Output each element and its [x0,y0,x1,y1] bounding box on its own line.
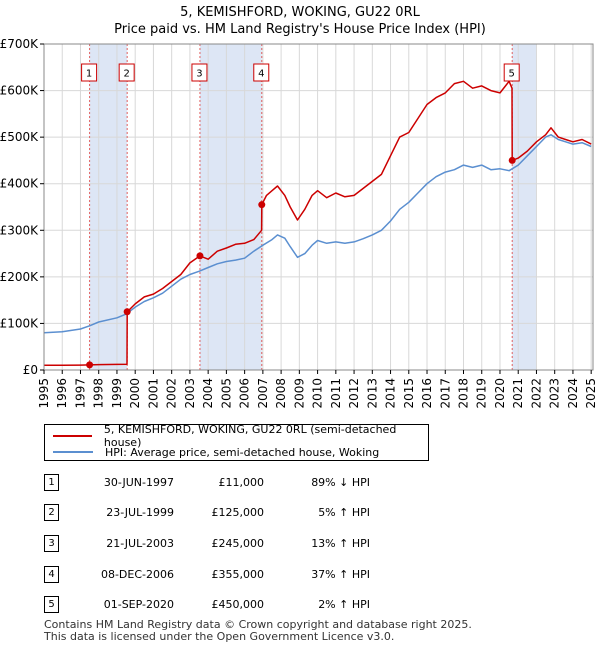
y-tick-label: £100K [0,316,39,330]
legend-swatch-property [53,435,92,437]
chart-title: 5, KEMISHFORD, WOKING, GU22 0RL Price pa… [0,4,600,38]
y-tick-label: £700K [0,37,39,51]
legend-item-hpi: HPI: Average price, semi-detached house,… [53,444,379,460]
x-tick-label: 1995 [37,378,51,409]
y-tick-label: £600K [0,84,39,98]
shaded-period [89,44,128,370]
chart-title-address: 5, KEMISHFORD, WOKING, GU22 0RL [180,5,420,20]
sale-hpi-change: 37% ↑ HPI [311,568,370,581]
sale-label-number: 2 [123,69,129,80]
x-tick-label: 2008 [274,378,288,409]
sale-date: 23-JUL-1999 [106,506,174,519]
x-tick-label: 2023 [548,378,562,409]
sale-number-badge: 5 [44,596,59,613]
sale-number-badge: 1 [44,474,59,491]
sale-point [508,156,516,164]
y-tick-label: £400K [0,177,39,191]
sale-hpi-change: 13% ↑ HPI [311,537,370,550]
x-tick-label: 2014 [384,378,398,409]
y-tick-label: £0 [23,363,38,377]
sale-label-number: 5 [509,69,515,80]
legend-swatch-hpi [53,451,93,453]
footer-licence: This data is licensed under the Open Gov… [44,630,395,643]
sale-label-box [81,63,98,82]
footer-attribution: Contains HM Land Registry data © Crown c… [44,619,472,643]
property-price-line [44,80,592,367]
y-tick-label: £200K [0,270,39,284]
legend-label-hpi: HPI: Average price, semi-detached house,… [105,445,380,459]
sale-price: £450,000 [211,598,265,611]
footer-copyright: Contains HM Land Registry data © Crown c… [44,618,472,631]
x-tick-label: 2025 [584,378,598,409]
sale-hpi-change: 5% ↑ HPI [318,506,370,519]
table-row: 1 30-JUN-1997 £11,000 89% ↓ HPI [44,474,384,494]
x-tick-label: 2012 [347,378,361,409]
y-tick-label: £500K [0,130,39,144]
sale-number-badge: 3 [44,535,59,552]
x-tick-label: 2013 [365,378,379,409]
x-tick-label: 2002 [165,378,179,409]
x-tick-label: 2000 [128,378,142,409]
sale-label-number: 3 [196,69,202,80]
x-tick-label: 2016 [420,378,434,409]
x-tick-label: 1997 [73,378,87,409]
sale-label-number: 4 [258,69,264,80]
sale-label-box [253,63,270,82]
table-row: 2 23-JUL-1999 £125,000 5% ↑ HPI [44,504,384,524]
shaded-period [512,44,537,370]
sale-number-badge: 2 [44,504,59,521]
sale-date: 30-JUN-1997 [103,476,174,489]
sale-price: £355,000 [211,568,265,581]
sale-point [86,361,94,369]
x-tick-label: 2018 [457,378,471,409]
sale-number-badge: 4 [44,566,59,583]
table-row: 5 01-SEP-2020 £450,000 2% ↑ HPI [44,596,384,616]
x-tick-label: 1999 [110,378,124,409]
sale-date: 08-DEC-2006 [100,568,174,581]
x-tick-label: 2024 [566,378,580,409]
x-tick-label: 1996 [55,378,69,409]
x-tick-label: 2015 [402,378,416,409]
chart-legend: 5, KEMISHFORD, WOKING, GU22 0RL (semi-de… [44,423,429,461]
x-tick-label: 2020 [493,378,507,409]
sale-date: 01-SEP-2020 [103,598,174,611]
x-tick-label: 2021 [511,378,525,409]
sale-hpi-change: 89% ↓ HPI [311,476,370,489]
sale-date: 21-JUL-2003 [106,537,174,550]
sale-label-box [503,63,520,82]
table-row: 3 21-JUL-2003 £245,000 13% ↑ HPI [44,535,384,555]
sale-label-number: 1 [86,69,92,80]
sale-label-box [118,63,135,82]
legend-label-property: 5, KEMISHFORD, WOKING, GU22 0RL (semi-de… [103,423,397,449]
x-tick-label: 2010 [311,378,325,409]
x-tick-label: 2007 [256,378,270,409]
price-chart: 1 2 3 4 5 £0 £100K £200K £300K £400K £500K £600K £7… [0,37,598,409]
plot-frame [43,43,594,371]
sale-point [196,252,204,260]
chart-title-subtitle: Price paid vs. HM Land Registry's House … [114,22,486,37]
x-tick-label: 2006 [238,378,252,409]
x-tick-label: 2004 [201,378,215,409]
x-tick-label: 2003 [183,378,197,409]
x-tick-label: 2017 [438,378,452,409]
hpi-line [43,134,592,334]
x-tick-label: 2019 [475,378,489,409]
x-tick-label: 1998 [92,378,106,409]
x-tick-label: 2011 [329,378,343,409]
y-tick-label: £300K [0,223,39,237]
x-tick-label: 2005 [219,378,233,409]
table-row: 4 08-DEC-2006 £355,000 37% ↑ HPI [44,566,384,586]
sale-point [123,308,131,316]
legend-item-property: 5, KEMISHFORD, WOKING, GU22 0RL (semi-de… [53,423,428,449]
sale-price: £245,000 [211,537,265,550]
sale-price: £11,000 [218,476,265,489]
x-tick-label: 2022 [529,378,543,409]
sale-point [258,201,266,209]
x-tick-label: 2009 [292,378,306,409]
shaded-period [199,44,262,370]
x-tick-label: 2001 [146,378,160,409]
sale-label-box [191,63,208,82]
sale-hpi-change: 2% ↑ HPI [318,598,370,611]
sale-price: £125,000 [211,506,265,519]
